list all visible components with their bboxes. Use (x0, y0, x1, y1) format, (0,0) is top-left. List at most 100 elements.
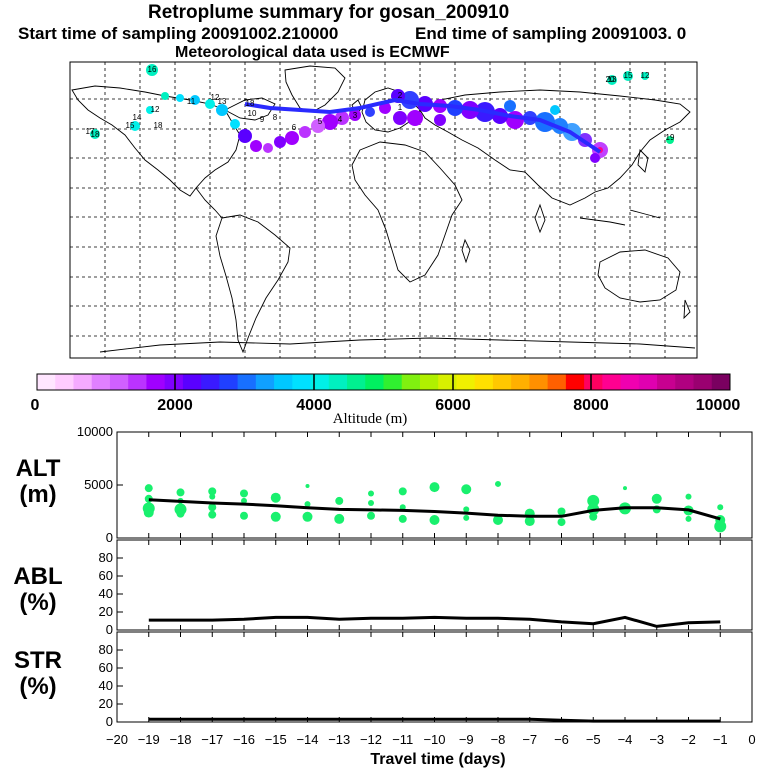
colorbar-segment (565, 374, 585, 390)
alt-marker (463, 506, 470, 513)
plume-path (244, 97, 602, 154)
plume-cluster-dot (285, 131, 299, 145)
cluster-day-label: 12 (641, 71, 650, 80)
alt-marker (208, 510, 217, 519)
cluster-day-label: 9 (260, 115, 265, 124)
colorbar-segment (401, 374, 421, 390)
plume-cluster-dot (90, 129, 100, 139)
alt-marker (398, 514, 407, 523)
cluster-day-label: 11 (187, 97, 196, 106)
plume-cluster-dot (176, 94, 184, 102)
alt-marker (557, 507, 566, 516)
x-tick-label: −12 (360, 732, 382, 747)
alt-marker (717, 504, 724, 511)
cluster-day-label: 12 (211, 93, 220, 102)
meteo-source: Meteorological data used is ECMWF (175, 44, 450, 61)
plume-cluster-dot (641, 72, 649, 80)
colorbar-segment (146, 374, 166, 390)
plume-cluster-dot (623, 71, 633, 81)
cluster-day-label: 17 (86, 127, 95, 136)
colorbar-segment (164, 374, 184, 390)
alt-marker (240, 511, 248, 520)
x-tick-label: −16 (233, 732, 255, 747)
colorbar-segment (274, 374, 293, 390)
colorbar-tick-10000: 10000 (696, 397, 741, 414)
alt-marker (557, 518, 566, 527)
colorbar-segment (438, 374, 457, 390)
abl-line (148, 615, 721, 628)
colorbar-tick-4000: 4000 (296, 397, 332, 414)
plume-cluster-dot (550, 105, 560, 115)
colorbar-segment (620, 374, 640, 390)
alt-marker (589, 512, 598, 521)
colorbar-segment (55, 374, 74, 390)
cluster-day-label: 20 (606, 75, 615, 84)
alt-marker (623, 486, 627, 491)
cluster-day-label: 1 (398, 103, 403, 112)
alt-marker (176, 488, 185, 497)
y-tick-label: 80 (99, 642, 113, 657)
plume-cluster-dot (311, 119, 325, 133)
colorbar-segment (73, 374, 93, 390)
plume-cluster-dot (146, 64, 158, 76)
str-panel-unit: (%) (19, 673, 56, 700)
alt-marker (241, 497, 247, 504)
colorbar-segment (693, 374, 713, 390)
x-tick-label: −15 (265, 732, 287, 747)
x-tick-label: −7 (522, 732, 537, 747)
colorbar-segment (383, 374, 403, 390)
colorbar-segment (492, 374, 512, 390)
abl-panel-label: ABL (13, 563, 62, 590)
y-tick-label: 20 (99, 696, 113, 711)
plume-cluster-dot (607, 75, 617, 85)
cluster-day-label: 10 (248, 109, 257, 118)
abl-panel-unit: (%) (19, 589, 56, 616)
plume-cluster-dot (161, 92, 169, 100)
colorbar-segment (128, 374, 147, 390)
cluster-day-label: 4 (338, 115, 343, 124)
plume-cluster-dot (666, 136, 674, 144)
plume-cluster-dot (250, 140, 262, 152)
x-tick-label: −13 (328, 732, 350, 747)
y-tick-label: 0 (106, 714, 113, 729)
alt-marker (368, 500, 374, 507)
chart-title: Retroplume summary for gosan_200910 (148, 2, 510, 23)
cluster-day-label: 12 (151, 105, 160, 114)
x-tick-label: −2 (681, 732, 696, 747)
colorbar-segment (511, 374, 530, 390)
colorbar-segment (37, 374, 56, 390)
colorbar-segment (91, 374, 111, 390)
alt-marker (399, 504, 406, 511)
alt-marker (305, 484, 310, 489)
colorbar-tick-8000: 8000 (573, 397, 609, 414)
alt-marker (176, 509, 185, 518)
colorbar-segment (584, 374, 603, 390)
colorbar-segment (347, 374, 366, 390)
x-tick-label: −4 (618, 732, 633, 747)
alt-marker (463, 514, 470, 521)
alt-marker (429, 514, 440, 525)
colorbar-segment (328, 374, 348, 390)
colorbar-segment (310, 374, 330, 390)
colorbar-segment (219, 374, 239, 390)
plume-cluster-dot (322, 114, 338, 130)
alt-marker (304, 501, 311, 508)
alt-marker (143, 507, 154, 518)
colorbar-segment (365, 374, 384, 390)
alt-marker (495, 480, 501, 487)
colorbar-segment (201, 374, 220, 390)
alt-marker (714, 520, 727, 533)
plume-cluster-dot (506, 111, 524, 129)
x-tick-label: −19 (138, 732, 160, 747)
y-tick-label: 40 (99, 586, 113, 601)
plume-cluster-dot (335, 111, 349, 125)
alt-marker (493, 514, 503, 525)
cluster-day-label: 13 (608, 75, 617, 84)
x-tick-label: −1 (713, 732, 728, 747)
alt-marker (270, 492, 281, 503)
alt-marker (208, 487, 217, 496)
colorbar-segment (182, 374, 202, 390)
cluster-day-label: 3 (353, 111, 358, 120)
